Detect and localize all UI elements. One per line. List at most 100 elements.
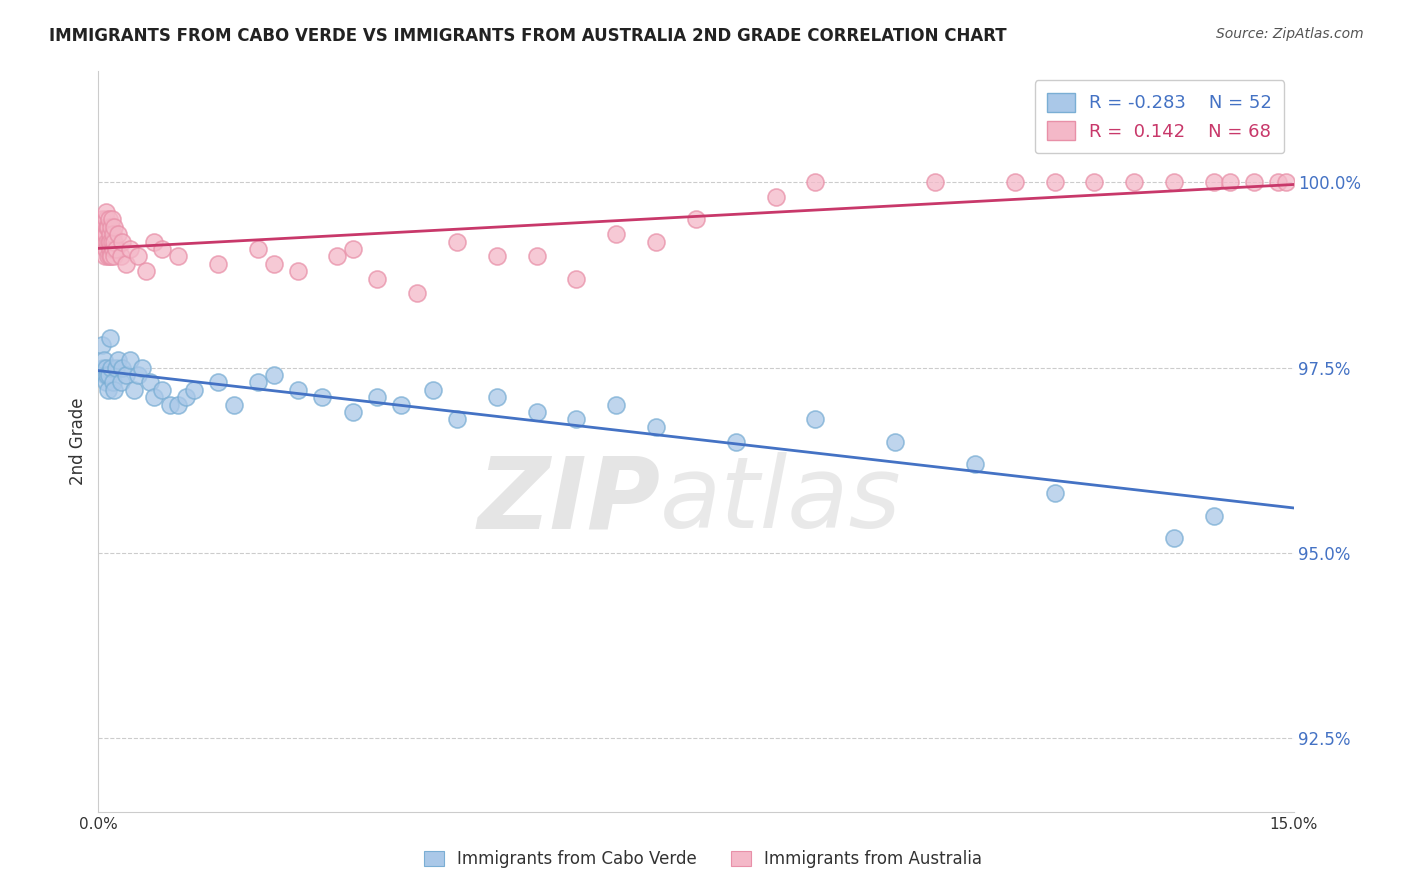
Point xyxy=(98,250,122,264)
Point xyxy=(485,250,508,264)
Point xyxy=(97,219,120,234)
Point xyxy=(104,242,127,256)
Point xyxy=(97,212,120,227)
Point xyxy=(96,360,118,375)
Point xyxy=(804,176,827,190)
Point xyxy=(389,398,412,412)
Point xyxy=(98,235,122,249)
Point xyxy=(124,383,146,397)
Legend: R = -0.283    N = 52, R =  0.142    N = 68: R = -0.283 N = 52, R = 0.142 N = 68 xyxy=(1035,80,1285,153)
Point xyxy=(1243,176,1265,190)
Point xyxy=(366,390,388,404)
Point xyxy=(101,212,124,227)
Point xyxy=(115,257,138,271)
Text: Source: ZipAtlas.com: Source: ZipAtlas.com xyxy=(1216,27,1364,41)
Point xyxy=(103,383,125,397)
Point xyxy=(565,412,588,426)
Point xyxy=(287,383,309,397)
Point xyxy=(326,250,349,264)
Point xyxy=(342,242,364,256)
Text: atlas: atlas xyxy=(661,452,901,549)
Point xyxy=(207,257,229,271)
Point xyxy=(645,419,668,434)
Point xyxy=(246,242,269,256)
Point xyxy=(143,390,166,404)
Point xyxy=(111,360,134,375)
Point xyxy=(605,227,627,242)
Point xyxy=(565,271,588,285)
Point xyxy=(174,390,197,404)
Point xyxy=(342,405,364,419)
Point xyxy=(222,398,245,412)
Point xyxy=(100,250,122,264)
Point xyxy=(110,250,132,264)
Point xyxy=(143,235,166,249)
Point xyxy=(98,331,122,345)
Point xyxy=(104,360,127,375)
Point xyxy=(183,383,205,397)
Point xyxy=(963,457,986,471)
Point xyxy=(446,412,468,426)
Point xyxy=(406,286,429,301)
Point xyxy=(131,360,153,375)
Point xyxy=(96,235,118,249)
Point xyxy=(422,383,444,397)
Point xyxy=(645,235,668,249)
Point xyxy=(94,250,117,264)
Point xyxy=(150,383,173,397)
Point xyxy=(1163,176,1185,190)
Y-axis label: 2nd Grade: 2nd Grade xyxy=(69,398,87,485)
Point xyxy=(94,212,117,227)
Point xyxy=(111,235,134,249)
Point xyxy=(96,219,118,234)
Point xyxy=(97,235,120,249)
Point xyxy=(91,212,114,227)
Point xyxy=(167,398,190,412)
Point xyxy=(311,390,333,404)
Point xyxy=(101,235,124,249)
Point xyxy=(98,242,121,256)
Point xyxy=(804,412,827,426)
Text: ZIP: ZIP xyxy=(477,452,661,549)
Point xyxy=(110,376,132,390)
Point xyxy=(94,227,117,242)
Point xyxy=(96,227,118,242)
Point xyxy=(1163,531,1185,545)
Point xyxy=(246,376,269,390)
Point xyxy=(96,205,118,219)
Point xyxy=(91,338,114,352)
Legend: Immigrants from Cabo Verde, Immigrants from Australia: Immigrants from Cabo Verde, Immigrants f… xyxy=(418,844,988,875)
Point xyxy=(94,368,117,382)
Point xyxy=(1202,508,1225,523)
Point xyxy=(139,376,162,390)
Point xyxy=(107,227,129,242)
Point xyxy=(366,271,388,285)
Point xyxy=(1219,176,1241,190)
Point xyxy=(1123,176,1146,190)
Point xyxy=(526,250,548,264)
Point xyxy=(103,219,125,234)
Point xyxy=(101,227,124,242)
Point xyxy=(103,250,125,264)
Point xyxy=(485,390,508,404)
Point xyxy=(263,257,285,271)
Point xyxy=(884,434,907,449)
Text: IMMIGRANTS FROM CABO VERDE VS IMMIGRANTS FROM AUSTRALIA 2ND GRADE CORRELATION CH: IMMIGRANTS FROM CABO VERDE VS IMMIGRANTS… xyxy=(49,27,1007,45)
Point xyxy=(96,368,118,382)
Point xyxy=(127,368,149,382)
Point xyxy=(93,235,115,249)
Point xyxy=(446,235,468,249)
Point xyxy=(1202,176,1225,190)
Point xyxy=(91,227,114,242)
Point xyxy=(100,219,122,234)
Point xyxy=(127,250,149,264)
Point xyxy=(93,219,115,234)
Point xyxy=(100,360,122,375)
Point xyxy=(120,242,142,256)
Point xyxy=(94,242,117,256)
Point xyxy=(1083,176,1105,190)
Point xyxy=(685,212,707,227)
Point xyxy=(1043,176,1066,190)
Point xyxy=(724,434,747,449)
Point xyxy=(1043,486,1066,500)
